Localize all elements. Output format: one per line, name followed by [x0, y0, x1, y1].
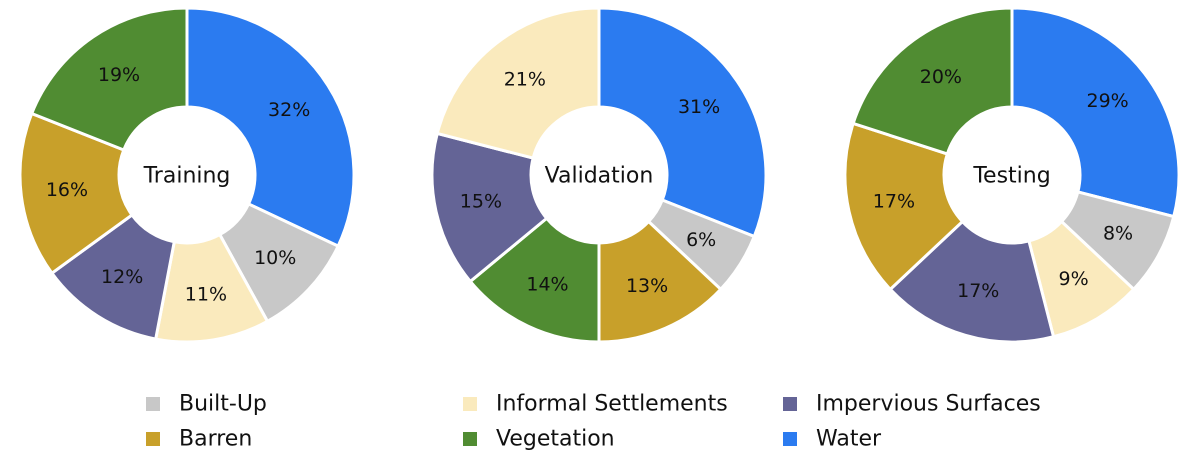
slice-label-water: 31% [678, 96, 720, 118]
legend-item-built-up: Built-Up [146, 392, 267, 417]
slice-label-vegetation: 14% [526, 273, 568, 295]
slice-vegetation [851, 6, 1014, 156]
slice-informal-settlements [435, 6, 601, 160]
legend-item-informal-settlements: Informal Settlements [463, 392, 728, 417]
legend-label: Vegetation [496, 427, 615, 452]
legend-item-impervious-surfaces: Impervious Surfaces [783, 392, 1041, 417]
slice-label-impervious-surfaces: 15% [460, 190, 502, 212]
donut-title: Testing [972, 164, 1050, 189]
slice-barren [18, 111, 135, 276]
donut-training: 32% 10% 11% 12% 16% 19% Training [18, 6, 356, 344]
slice-label-barren: 16% [46, 179, 88, 201]
slice-water [597, 6, 768, 239]
slice-vegetation [468, 216, 601, 344]
slice-water [1010, 6, 1181, 219]
donut-group: 32% 10% 11% 12% 16% 19% Training 31% 6% 13% 14% 15%… [18, 6, 1181, 344]
legend-label: Informal Settlements [496, 392, 728, 417]
slice-label-informal-settlements: 11% [185, 284, 227, 306]
slice-label-barren: 13% [626, 275, 668, 297]
legend-label: Barren [179, 427, 252, 452]
slice-label-water: 32% [268, 99, 310, 121]
legend-swatch [146, 397, 160, 411]
legend-swatch [463, 432, 477, 446]
slice-label-informal-settlements: 21% [504, 68, 546, 90]
legend-swatch [463, 397, 477, 411]
slice-water [185, 6, 356, 249]
slice-label-barren: 17% [873, 190, 915, 212]
legend-label: Impervious Surfaces [816, 392, 1041, 417]
legend: Built-Up Informal Settlements Impervious S… [146, 392, 1041, 452]
donut-testing: 29% 8% 9% 17% 17% 20% Testing [843, 6, 1181, 344]
legend-item-water: Water [783, 427, 882, 452]
slice-label-impervious-surfaces: 17% [957, 280, 999, 302]
slice-label-built-up: 6% [686, 229, 716, 251]
donut-validation: 31% 6% 13% 14% 15% 21% Validation [430, 6, 768, 344]
legend-label: Built-Up [179, 392, 267, 417]
legend-label: Water [816, 427, 882, 452]
slice-label-informal-settlements: 9% [1059, 268, 1089, 290]
legend-item-vegetation: Vegetation [463, 427, 615, 452]
donut-title: Training [143, 164, 231, 189]
slice-impervious-surfaces [430, 131, 549, 284]
slice-label-vegetation: 20% [920, 66, 962, 88]
legend-swatch [783, 432, 797, 446]
legend-item-barren: Barren [146, 427, 252, 452]
slice-label-vegetation: 19% [98, 64, 140, 86]
slice-label-built-up: 8% [1103, 222, 1133, 244]
slice-label-impervious-surfaces: 12% [101, 266, 143, 288]
slice-label-water: 29% [1086, 90, 1128, 112]
slice-barren [843, 121, 965, 292]
legend-swatch [146, 432, 160, 446]
slice-vegetation [29, 6, 189, 152]
slice-label-built-up: 10% [254, 247, 296, 269]
legend-swatch [783, 397, 797, 411]
donut-title: Validation [545, 164, 654, 189]
